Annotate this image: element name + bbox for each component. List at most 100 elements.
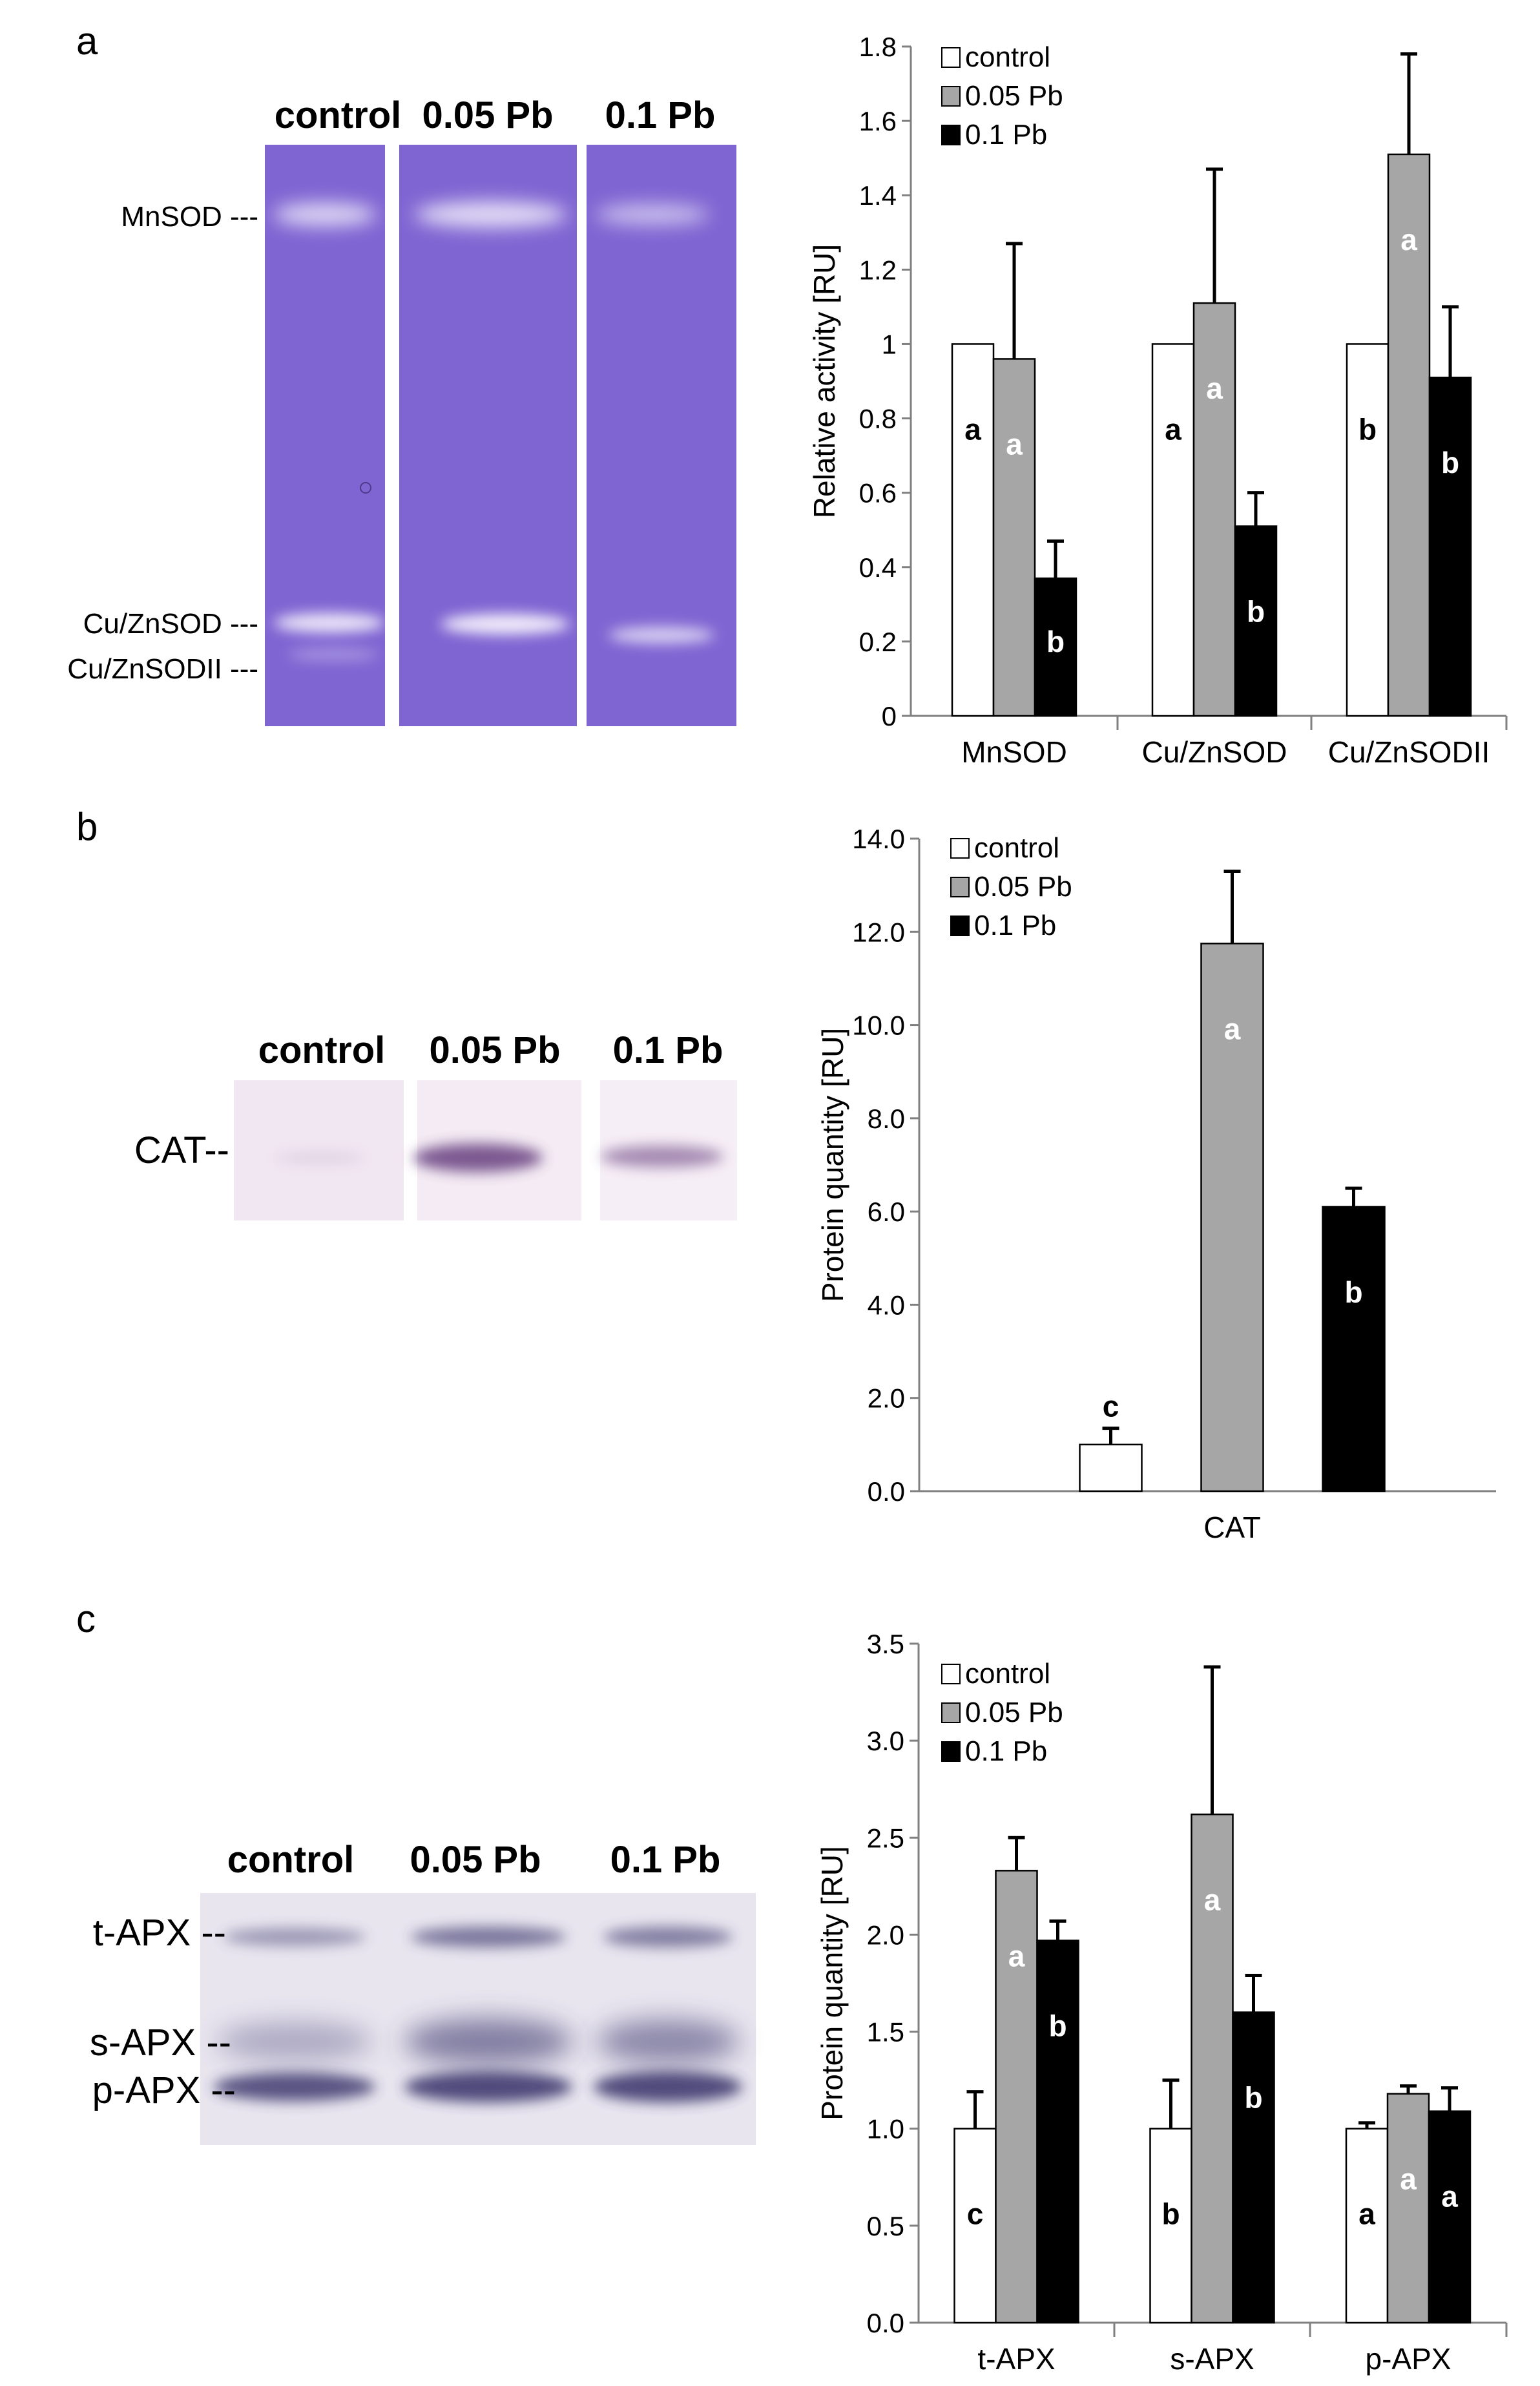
y-tick-label: 0.0 bbox=[867, 2308, 904, 2338]
bar-0.05-Pb bbox=[1200, 943, 1264, 1492]
significance-letter: a bbox=[1165, 412, 1181, 446]
significance-letter: c bbox=[967, 2197, 984, 2231]
bar-0.1-Pb bbox=[1232, 2011, 1275, 2324]
bar-control bbox=[1346, 343, 1389, 717]
legend-swatch-0.1-Pb bbox=[941, 1741, 961, 1762]
y-tick-label: 2.0 bbox=[867, 1920, 904, 1950]
significance-letter: b bbox=[1344, 1275, 1362, 1309]
bar-0.1-Pb bbox=[1322, 1206, 1386, 1492]
significance-letter: b bbox=[1244, 2081, 1262, 2115]
chart-c: 0.0 0.5 1.0 1.5 2.0 2.5 3.0 3.5 Protein quantity… bbox=[815, 1629, 1508, 2376]
y-tick-label: 1.6 bbox=[859, 106, 897, 136]
y-axis-title: Protein quantity [RU] bbox=[816, 1028, 849, 1302]
significance-letter: a bbox=[1224, 1012, 1241, 1045]
legend-swatch-0.1-Pb bbox=[950, 916, 970, 936]
blot-band-tapx-control bbox=[224, 1928, 366, 1946]
y-tick-label: 1.0 bbox=[867, 2114, 904, 2144]
bar-0.05-Pb bbox=[995, 1870, 1038, 2324]
bar-0.05-Pb bbox=[992, 358, 1036, 717]
blot-band-sapx-0.1pb bbox=[597, 2020, 739, 2064]
gel-band-label-cuznsod: Cu/ZnSOD --- bbox=[83, 608, 258, 640]
legend-swatch-0.05-Pb bbox=[950, 877, 970, 897]
significance-letter: a bbox=[1206, 372, 1223, 405]
blot-band-label-papx: p-APX -- bbox=[92, 2069, 236, 2111]
panel-a: a control 0.05 Pb 0.1 Pb MnSOD --- Cu/Zn… bbox=[67, 19, 1508, 769]
blot-lane-label-0.1pb: 0.1 Pb bbox=[610, 1839, 721, 1881]
legend-label-control: control bbox=[974, 832, 1059, 864]
y-tick-label: 0.0 bbox=[868, 1476, 905, 1507]
y-tick-label: 0.6 bbox=[859, 478, 897, 508]
bar-0.1-Pb bbox=[1428, 376, 1472, 717]
gel-artifact-dot bbox=[360, 482, 371, 494]
bar-control bbox=[1079, 1443, 1143, 1492]
blot-band-tapx-0.1pb bbox=[603, 1927, 733, 1947]
blot-band-label-cat: CAT-- bbox=[134, 1129, 229, 1171]
blot-band-cat-control bbox=[275, 1151, 365, 1164]
gel-band-cuznsod-control bbox=[274, 613, 385, 633]
y-axis-title: Relative activity [RU] bbox=[807, 244, 841, 518]
y-tick-label: 10.0 bbox=[852, 1010, 905, 1041]
legend-swatch-0.05-Pb bbox=[941, 86, 961, 107]
legend-swatch-control bbox=[941, 1664, 961, 1684]
cat-blot: control 0.05 Pb 0.1 Pb CAT-- bbox=[134, 1029, 737, 1220]
y-tick-label: 0.5 bbox=[867, 2211, 904, 2241]
bar-control bbox=[1345, 2128, 1389, 2324]
legend-swatch-0.05-Pb bbox=[941, 1702, 961, 1723]
blot-band-label-sapx: s-APX -- bbox=[90, 2022, 231, 2064]
y-tick-label: 1.5 bbox=[867, 2017, 904, 2047]
significance-letter: b bbox=[1441, 446, 1459, 479]
x-tick-label: p-APX bbox=[1366, 2342, 1452, 2376]
panel-letter-a: a bbox=[76, 19, 98, 63]
significance-letter: c bbox=[1103, 1390, 1119, 1423]
x-tick-label: Cu/ZnSODII bbox=[1328, 735, 1490, 769]
chart-a: 0 0.2 0.4 0.6 0.8 1 1.2 1.4 1.6 1.8 Relative activ… bbox=[807, 32, 1508, 769]
significance-letter: b bbox=[1161, 2197, 1180, 2231]
y-tick-label: 0.8 bbox=[859, 404, 897, 434]
blot-lane-label-0.05pb: 0.05 Pb bbox=[429, 1029, 560, 1071]
gel-band-cuznsodii-control bbox=[288, 648, 379, 661]
blot-band-tapx-0.05pb bbox=[411, 1927, 566, 1947]
bar-control bbox=[951, 343, 995, 717]
legend-label-0.1-Pb: 0.1 Pb bbox=[965, 119, 1047, 151]
blot-band-papx-control bbox=[214, 2073, 375, 2101]
y-tick-label: 0 bbox=[882, 701, 897, 731]
bar-0.1-Pb bbox=[1034, 577, 1077, 717]
blot-band-papx-0.1pb bbox=[594, 2071, 742, 2102]
x-tick-label: s-APX bbox=[1170, 2342, 1254, 2376]
chart-b: 0.0 2.0 4.0 6.0 8.0 10.0 12.0 14.0 Protein quant… bbox=[816, 824, 1496, 1544]
blot-lane-label-control: control bbox=[227, 1839, 355, 1881]
significance-letter: b bbox=[1358, 412, 1377, 446]
legend-label-control: control bbox=[965, 1658, 1050, 1690]
gel-band-mnsod-0.05pb bbox=[415, 202, 567, 227]
bar-0.05-Pb bbox=[1387, 153, 1431, 717]
bar-control bbox=[1151, 343, 1195, 717]
y-tick-label: 1.4 bbox=[859, 180, 897, 211]
bar-0.05-Pb bbox=[1192, 302, 1236, 717]
significance-letter: a bbox=[1400, 223, 1417, 256]
legend-label-0.1-Pb: 0.1 Pb bbox=[974, 910, 1056, 941]
gel-band-cuznsod-0.05pb bbox=[441, 614, 570, 634]
gel-band-label-mnsod: MnSOD --- bbox=[121, 201, 258, 233]
bar-0.05-Pb bbox=[1191, 1814, 1234, 2324]
gel-band-label-cuznsodii: Cu/ZnSODII --- bbox=[67, 653, 258, 685]
blot-band-cat-0.1pb bbox=[601, 1146, 723, 1167]
legend-swatch-0.1-Pb bbox=[941, 125, 961, 145]
bar-0.05-Pb bbox=[1386, 2093, 1430, 2324]
panel-c: c control 0.05 Pb 0.1 Pb t-APX -- s-APX … bbox=[76, 1597, 1508, 2376]
significance-letter: b bbox=[1048, 2009, 1067, 2042]
y-tick-label: 2.0 bbox=[868, 1383, 905, 1414]
y-tick-label: 3.0 bbox=[867, 1726, 904, 1756]
blot-band-cat-0.05pb bbox=[413, 1144, 543, 1172]
gel-lane-control bbox=[265, 145, 385, 726]
blot-lane-label-control: control bbox=[258, 1029, 386, 1071]
gel-band-cuznsod-0.1pb bbox=[609, 627, 714, 644]
significance-letter: a bbox=[1358, 2197, 1375, 2231]
y-tick-label: 4.0 bbox=[868, 1290, 905, 1320]
y-tick-label: 6.0 bbox=[868, 1197, 905, 1227]
blot-lane-control bbox=[234, 1080, 404, 1220]
y-tick-label: 14.0 bbox=[852, 824, 905, 854]
gel-lane-label-0.1pb: 0.1 Pb bbox=[605, 94, 716, 136]
panel-letter-b: b bbox=[76, 805, 98, 848]
x-tick-label: CAT bbox=[1203, 1511, 1261, 1544]
